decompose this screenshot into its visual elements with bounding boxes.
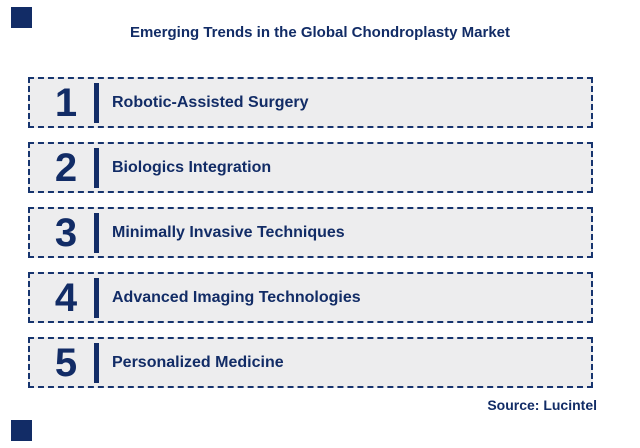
divider-bar: [94, 342, 99, 383]
trend-number: 2: [54, 145, 78, 190]
trend-label: Personalized Medicine: [112, 353, 284, 371]
divider-bar: [94, 147, 99, 188]
trend-number: 5: [54, 340, 78, 385]
trend-label: Biologics Integration: [112, 158, 272, 176]
trend-row-3: 3 Minimally Invasive Techniques: [28, 207, 593, 258]
trend-number: 3: [54, 210, 78, 255]
corner-accent-bottom-icon: [11, 420, 32, 441]
trend-row-1: 1 Robotic-Assisted Surgery: [28, 77, 593, 128]
divider-bar: [94, 277, 99, 318]
corner-accent-top-icon: [11, 7, 32, 28]
trend-label: Minimally Invasive Techniques: [112, 223, 345, 241]
trend-number: 4: [54, 275, 78, 320]
trend-list: 1 Robotic-Assisted Surgery 2 Biologics I…: [28, 77, 593, 402]
trend-number: 1: [54, 80, 78, 125]
trend-label: Robotic-Assisted Surgery: [112, 93, 309, 111]
divider-bar: [94, 212, 99, 253]
trend-row-5: 5 Personalized Medicine: [28, 337, 593, 388]
trend-label: Advanced Imaging Technologies: [112, 288, 361, 306]
trend-row-2: 2 Biologics Integration: [28, 142, 593, 193]
divider-bar: [94, 82, 99, 123]
source-credit: Source: Lucintel: [487, 397, 597, 413]
page-title: Emerging Trends in the Global Chondropla…: [129, 24, 511, 41]
trend-row-4: 4 Advanced Imaging Technologies: [28, 272, 593, 323]
